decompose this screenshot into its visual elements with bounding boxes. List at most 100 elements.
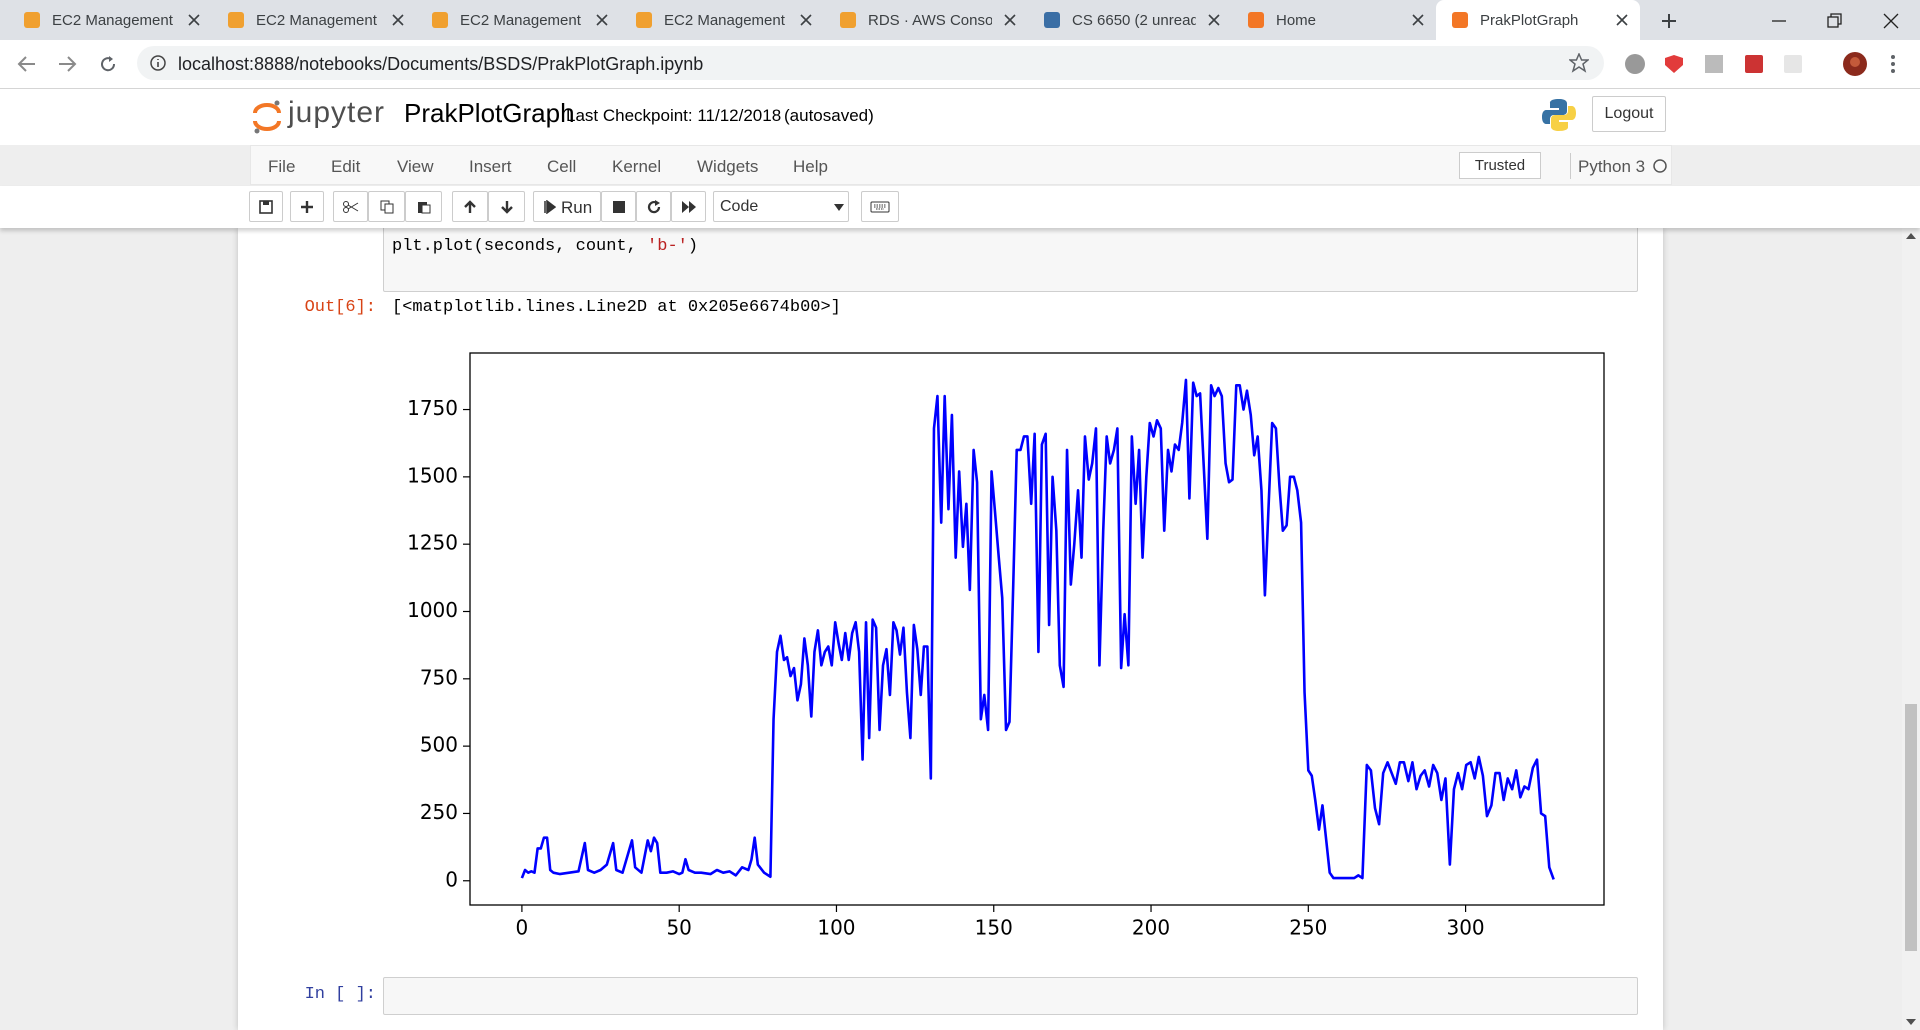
bookmark-star[interactable] (1569, 53, 1589, 73)
move-up-button[interactable] (452, 191, 488, 222)
close-icon (1412, 14, 1424, 26)
browser-tab[interactable]: CS 6650 (2 unread (1028, 0, 1232, 40)
restore-button[interactable] (1826, 12, 1844, 30)
menu-item[interactable]: Kernel (612, 157, 662, 176)
restart-button[interactable] (636, 191, 671, 222)
url: localhost:8888/notebooks/Documents/BSDS/… (178, 54, 704, 74)
logout-button[interactable]: Logout (1592, 96, 1666, 132)
save-button[interactable] (249, 191, 283, 222)
browser-tab[interactable]: RDS · AWS Consol (824, 0, 1028, 40)
x-tick-label: 50 (666, 916, 691, 940)
close-icon (1616, 14, 1628, 26)
tab-close[interactable] (596, 14, 608, 26)
tab-favicon (1044, 12, 1060, 28)
jupyter-logo[interactable]: jupyter (288, 96, 386, 129)
browser-tab[interactable]: PrakPlotGraph (1436, 0, 1640, 40)
y-tick-label: 500 (420, 733, 458, 757)
menu-item[interactable]: Insert (469, 157, 512, 176)
output-text: [<matplotlib.lines.Line2D at 0x205e6674b… (392, 298, 841, 317)
autosave-status: (autosaved) (784, 106, 874, 125)
tab-title: CS 6650 (2 unread (1072, 12, 1196, 29)
y-tick-label: 0 (445, 867, 458, 891)
tab-favicon (228, 12, 244, 28)
minimize-button[interactable] (1770, 12, 1788, 30)
tab-title: EC2 Management (52, 12, 173, 29)
notebook-panel: plt.plot(seconds, count, 'b-') Out[6]: [… (238, 224, 1663, 1030)
back-button[interactable] (17, 54, 37, 74)
browser-tab[interactable]: EC2 Management (416, 0, 620, 40)
menu-item[interactable]: Widgets (697, 157, 759, 176)
code-input[interactable]: plt.plot(seconds, count, 'b-') (383, 224, 1638, 292)
close-icon (596, 14, 608, 26)
x-tick-label: 200 (1132, 916, 1170, 940)
toolbar: Run Code (0, 186, 1920, 228)
tab-title: EC2 Management (256, 12, 377, 29)
y-tick-label: 750 (420, 665, 458, 689)
menu-item[interactable]: Help (793, 157, 828, 176)
site-info-icon[interactable] (150, 55, 166, 71)
menu-item[interactable]: Edit (331, 157, 361, 176)
insert-cell-button[interactable] (290, 191, 324, 222)
browser-tab[interactable]: Home (1232, 0, 1436, 40)
tab-close[interactable] (1616, 14, 1628, 26)
extension-icons[interactable] (1624, 52, 1804, 76)
browser-menu[interactable] (1888, 53, 1898, 75)
reload-button[interactable] (98, 54, 118, 74)
copy-button[interactable] (368, 191, 405, 222)
paste-button[interactable] (405, 191, 442, 222)
address-bar: localhost:8888/notebooks/Documents/BSDS/… (0, 40, 1920, 89)
tab-title: EC2 Management (664, 12, 785, 29)
menu-bar: Trusted Python 3 File Edit View Insert Cell K… (250, 145, 1672, 185)
profile-avatar[interactable] (1842, 51, 1868, 77)
out-prompt: Out[6]: (304, 298, 376, 317)
menu-item[interactable]: File (268, 157, 296, 176)
tab-close[interactable] (1004, 14, 1016, 26)
tab-close[interactable] (1208, 14, 1220, 26)
data-line (520, 378, 1555, 880)
code-line: plt.plot(seconds, count, 'b-') (392, 237, 698, 256)
command-palette-button[interactable] (861, 191, 899, 222)
x-tick-label: 0 (516, 916, 529, 940)
axes-frame (469, 352, 1605, 906)
new-tab-button[interactable] (1660, 12, 1678, 30)
omnibox[interactable]: localhost:8888/notebooks/Documents/BSDS/… (137, 46, 1604, 80)
trusted-indicator[interactable]: Trusted (1459, 152, 1541, 179)
scroll-up[interactable] (1906, 232, 1916, 240)
cell-type-select[interactable]: Code (713, 191, 849, 222)
chart: 0 250 500 750 1000 1250 1500 1750 0 50 100 150 200 25… (407, 352, 1605, 940)
tab-close[interactable] (392, 14, 404, 26)
tab-favicon (432, 12, 448, 28)
tab-close[interactable] (1412, 14, 1424, 26)
browser-tab[interactable]: EC2 Management (212, 0, 416, 40)
jupyter-logo-icon[interactable] (251, 99, 283, 135)
scroll-thumb[interactable] (1905, 704, 1917, 951)
move-down-button[interactable] (488, 191, 525, 222)
notebook-name[interactable]: PrakPlotGraph (404, 98, 575, 128)
scroll-down[interactable] (1906, 1018, 1916, 1026)
menu-item[interactable]: View (397, 157, 434, 176)
tab-title: RDS · AWS Consol (868, 12, 992, 29)
tab-bar: EC2 Management EC2 Management EC2 Manageme… (0, 0, 1920, 40)
restart-run-all-button[interactable] (671, 191, 706, 222)
menu-item[interactable]: Cell (547, 157, 577, 176)
forward-button[interactable] (57, 54, 77, 74)
cut-button[interactable] (333, 191, 368, 222)
checkpoint: Last Checkpoint: 11/12/2018 (566, 106, 782, 125)
kernel-status (1653, 159, 1667, 173)
kernel-name: Python 3 (1578, 157, 1646, 176)
tab-close[interactable] (188, 14, 200, 26)
browser-tab[interactable]: EC2 Management (8, 0, 212, 40)
y-tick-label: 1250 (407, 531, 458, 555)
empty-code-cell[interactable] (383, 977, 1638, 1015)
python-logo (1542, 99, 1576, 131)
tab-close[interactable] (800, 14, 812, 26)
tab-favicon (24, 12, 40, 28)
y-tick-label: 1750 (407, 396, 458, 420)
interrupt-button[interactable] (601, 191, 636, 222)
close-window-button[interactable] (1882, 12, 1900, 30)
tab-favicon (636, 12, 652, 28)
browser-tab[interactable]: EC2 Management (620, 0, 824, 40)
code-string: 'b-' (647, 237, 688, 256)
run-button[interactable]: Run (533, 191, 601, 222)
